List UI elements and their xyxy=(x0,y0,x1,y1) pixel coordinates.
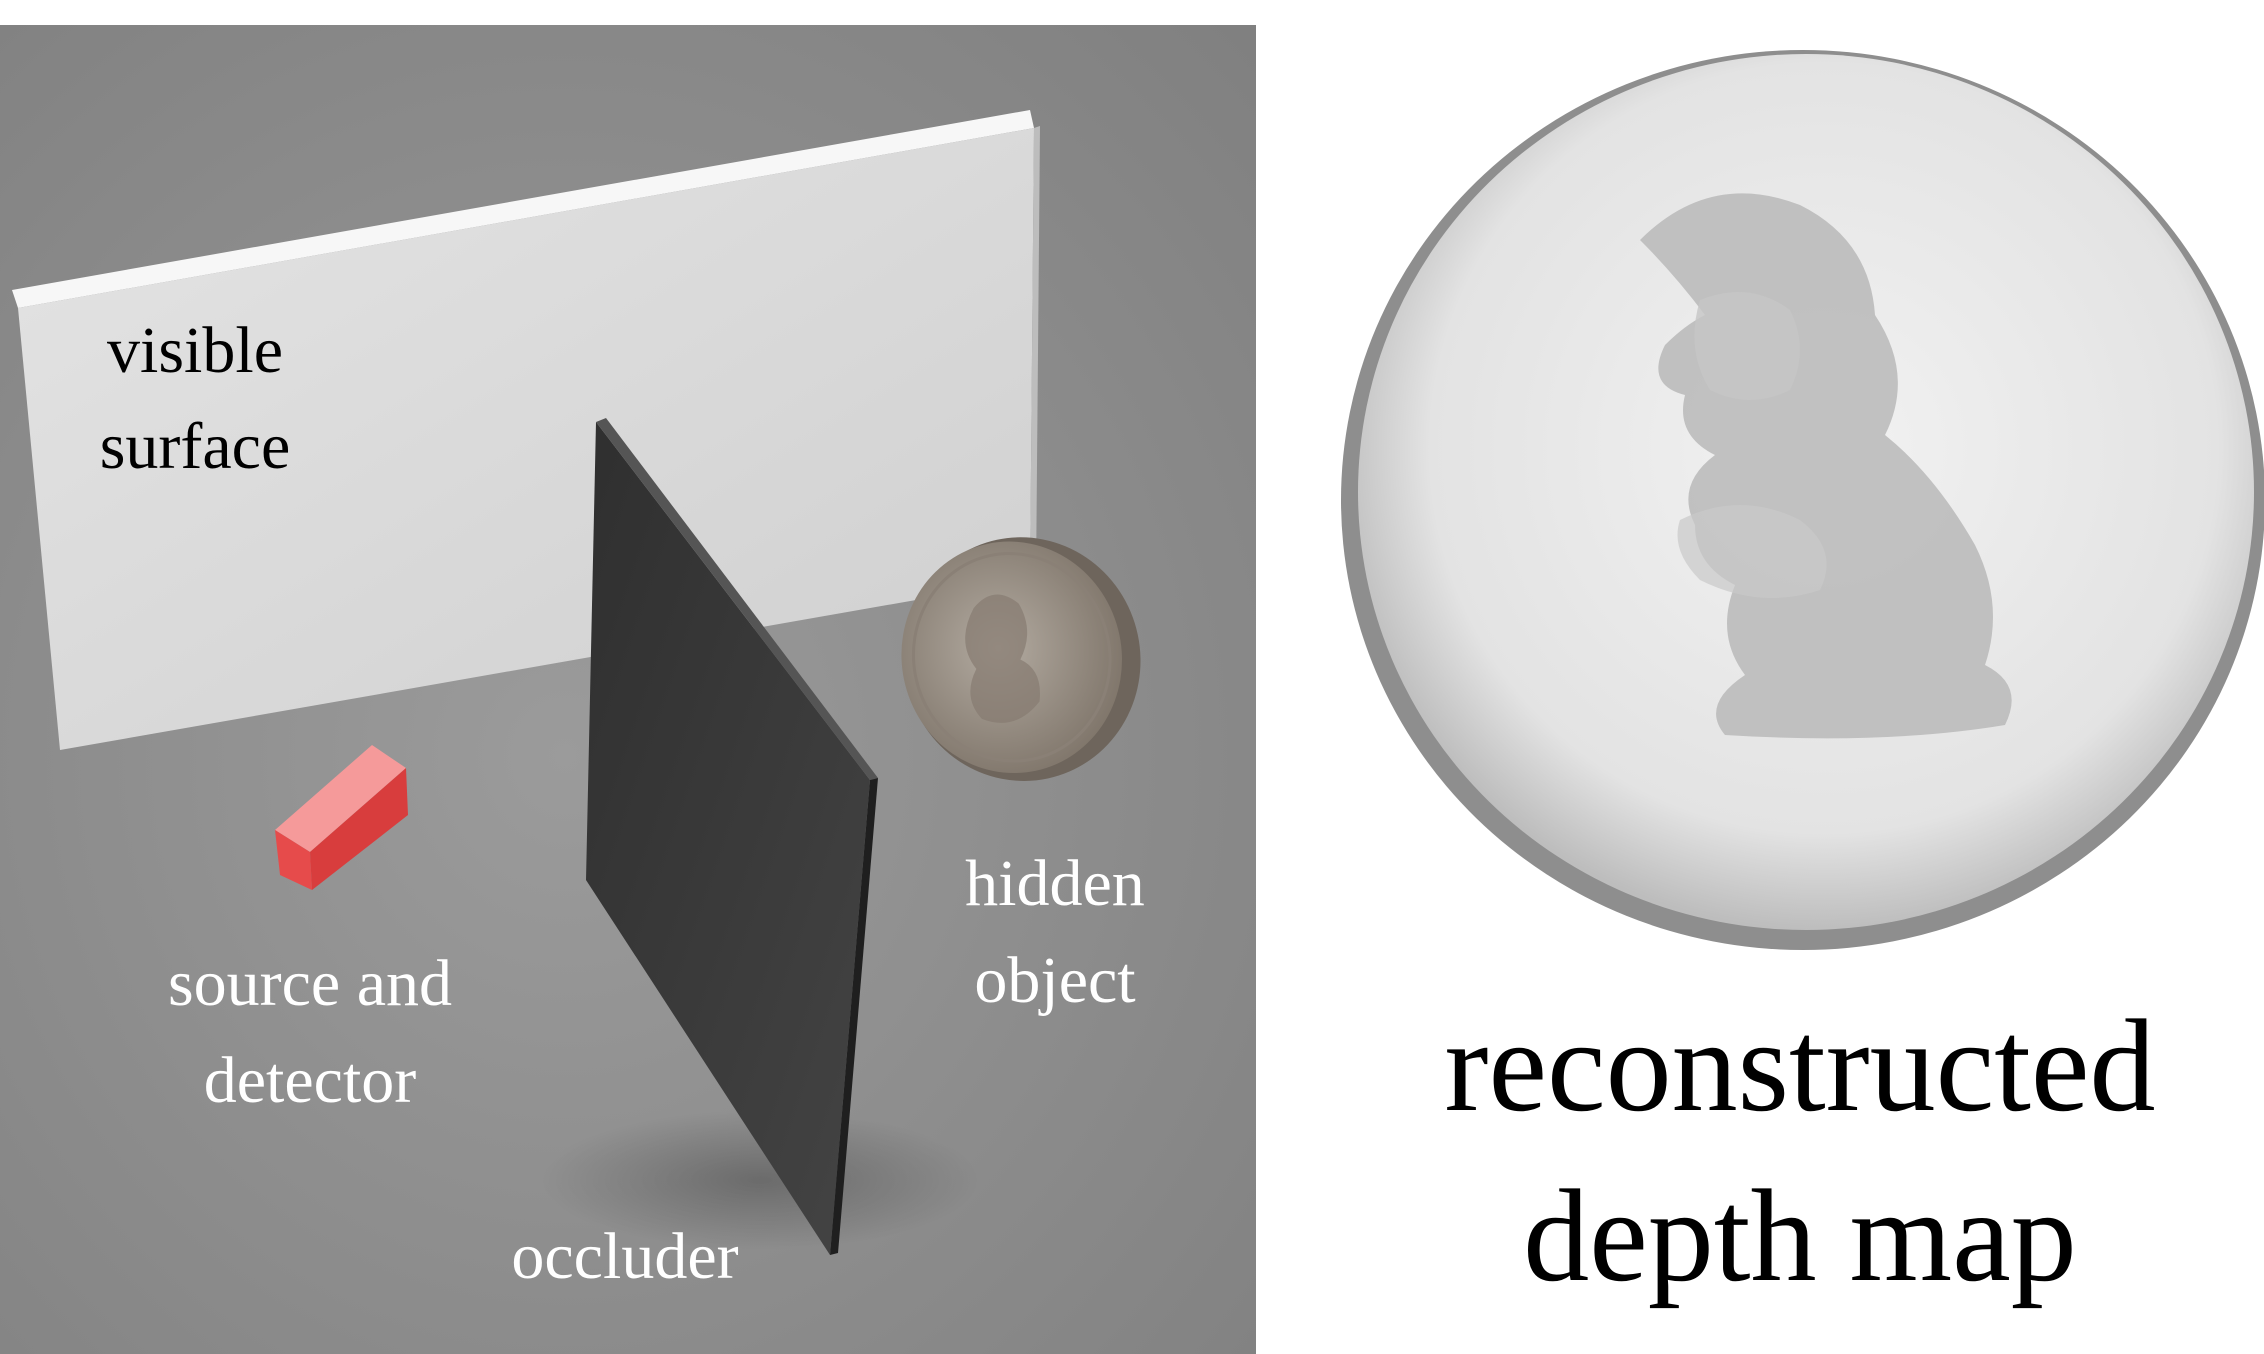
label-hidden-object-line1: hidden xyxy=(965,847,1145,920)
depth-map-coin xyxy=(1341,50,2264,950)
label-source-detector-line2: detector xyxy=(204,1044,417,1117)
depth-map-caption-line2: depth map xyxy=(1523,1162,2077,1309)
label-visible-surface-line1: visible xyxy=(107,314,283,387)
visible-surface-wall xyxy=(12,110,1040,750)
label-source-detector: source and detector xyxy=(168,947,452,1117)
occluder-panel xyxy=(586,418,878,1255)
label-occluder: occluder xyxy=(511,1220,738,1293)
label-hidden-object: hidden object xyxy=(965,847,1145,1017)
label-visible-surface-line2: surface xyxy=(100,410,291,483)
source-detector-box xyxy=(275,745,408,890)
scene-panel: visible surface source and detector hidd… xyxy=(0,25,1256,1354)
label-source-detector-line1: source and xyxy=(168,947,452,1020)
depth-map-panel: reconstructed depth map xyxy=(1341,50,2264,1309)
label-visible-surface: visible surface xyxy=(100,314,291,483)
label-hidden-object-line2: object xyxy=(974,944,1135,1017)
occluder-shadow xyxy=(540,1110,980,1250)
hidden-object-coin xyxy=(901,537,1141,781)
depth-map-caption: reconstructed depth map xyxy=(1445,992,2156,1309)
depth-map-caption-line1: reconstructed xyxy=(1445,992,2156,1139)
